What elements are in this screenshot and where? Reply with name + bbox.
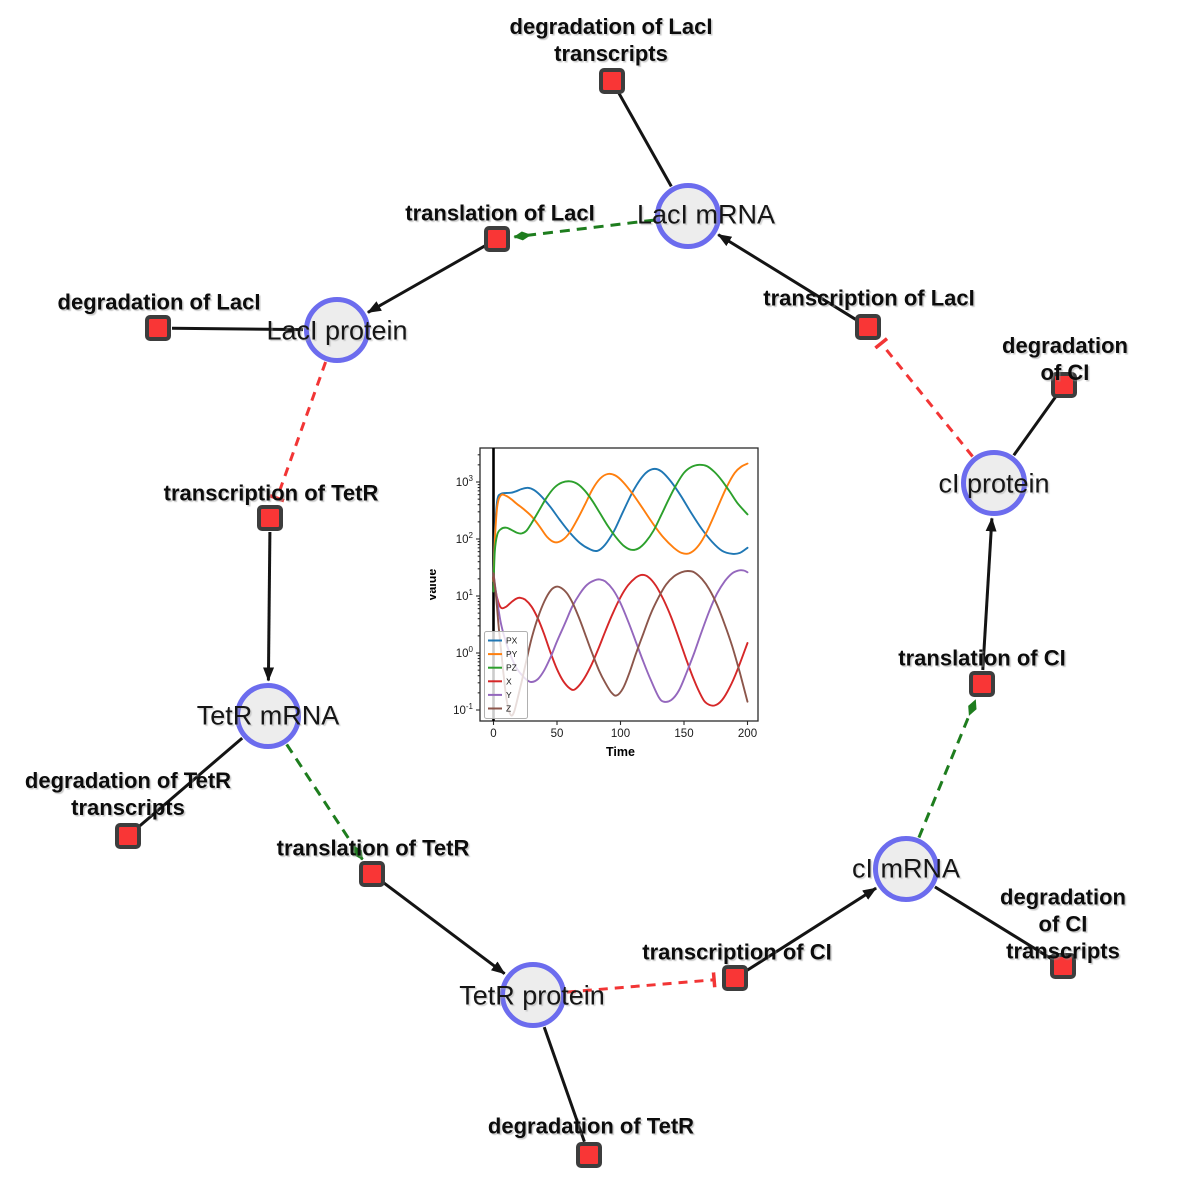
species-label-tetR_mRNA: TetR mRNA [196, 700, 340, 731]
reaction-label-deg_tetR: degradation of TetR [487, 1113, 695, 1139]
reaction-node-tln_lacI [484, 226, 510, 252]
edge-consumption-tetR_mRNA-deg_tetR_tx [137, 736, 244, 829]
reaction-node-deg_lacI [145, 315, 171, 341]
legend-label-PX: PX [506, 636, 518, 646]
reaction-node-deg_lacI_tx [599, 68, 625, 94]
reaction-node-tln_tetR [359, 861, 385, 887]
species-node-lacI_mRNA [655, 183, 721, 249]
edge-production-tln_lacI-lacI_protein [367, 244, 486, 314]
legend-label-Z: Z [506, 704, 511, 714]
series-line-PX [492, 467, 749, 578]
x-axis-title: Time [606, 745, 635, 759]
edge-production-tln_cI-cI_protein [981, 517, 997, 671]
x-tick-label: 0 [490, 728, 496, 740]
reaction-label-deg_cI_tx: degradation of CI transcripts [1000, 884, 1126, 964]
reaction-node-txn_tetR [257, 505, 283, 531]
species-node-cI_protein [961, 450, 1027, 516]
edge-modifier-tetR_mRNA-tln_tetR [285, 743, 364, 861]
reaction-node-txn_lacI [855, 314, 881, 340]
species-node-lacI_protein [304, 297, 370, 363]
y-tick-label: 100 [456, 645, 474, 660]
reaction-label-deg_cI: degradation of CI [1002, 333, 1128, 385]
reaction-node-deg_cI [1051, 372, 1077, 398]
y-tick-label: 102 [456, 531, 474, 546]
species-label-cI_protein: cI protein [938, 468, 1050, 499]
reaction-label-deg_lacI: degradation of LacI [57, 289, 261, 315]
edge-production-txn_lacI-lacI_mRNA [717, 233, 857, 321]
y-tick-label: 101 [456, 588, 474, 603]
edge-consumption-cI_mRNA-deg_cI_tx [934, 885, 1052, 960]
reaction-label-txn_cI: transcription of CI [642, 939, 832, 965]
y-axis-title: Value [430, 569, 439, 602]
reaction-label-tln_lacI: translation of LacI [405, 200, 595, 226]
species-node-tetR_protein [500, 962, 566, 1028]
edge-modifier-lacI_mRNA-tln_lacI [513, 218, 655, 241]
species-label-cI_mRNA: cI mRNA [852, 853, 960, 884]
species-node-tetR_mRNA [235, 683, 301, 749]
x-tick-label: 50 [551, 728, 564, 740]
legend-label-PZ: PZ [506, 663, 517, 673]
reaction-label-deg_tetR_tx: degradation of TetR transcripts [24, 768, 232, 820]
edge-modifier-cI_mRNA-tln_cI [917, 699, 977, 839]
reaction-node-deg_tetR [576, 1142, 602, 1168]
edge-consumption-lacI_mRNA-deg_lacI_tx [617, 92, 673, 188]
chart-axes-box [479, 447, 759, 722]
reaction-label-txn_lacI: transcription of LacI [763, 285, 975, 311]
species-label-lacI_mRNA: LacI mRNA [636, 199, 776, 230]
y-tick-label: 10-1 [453, 702, 473, 717]
series-line-PZ [492, 463, 749, 593]
legend-label-X: X [506, 676, 512, 686]
series-line-Z [492, 570, 749, 717]
simulation-inset-chart: 0 50 100 150 200 103 102 101 100 10-1 Time Value PX P… [430, 425, 775, 770]
edge-consumption-lacI_protein-deg_lacI [171, 326, 304, 332]
reaction-label-txn_tetR: transcription of TetR [163, 480, 379, 506]
reaction-label-deg_lacI_tx: degradation of LacI transcripts [509, 14, 713, 66]
series-line-X [492, 573, 749, 707]
species-node-cI_mRNA [873, 836, 939, 902]
x-tick-label: 200 [738, 728, 757, 740]
legend-label-Y: Y [506, 690, 512, 700]
edge-production-tln_tetR-tetR_protein [382, 881, 506, 975]
reaction-node-deg_cI_tx [1050, 953, 1076, 979]
x-tick-label: 150 [674, 728, 693, 740]
y-tick-label: 103 [456, 474, 474, 489]
edge-consumption-cI_protein-deg_cI [1012, 395, 1058, 457]
edge-production-txn_tetR-tetR_mRNA [263, 531, 275, 682]
edge-inhibition-lacI_protein-txn_tetR [269, 361, 328, 503]
edge-inhibition-tetR_protein-txn_cI [566, 972, 717, 994]
x-tick-label: 100 [611, 728, 630, 740]
edge-consumption-tetR_protein-deg_tetR [542, 1026, 586, 1143]
series-line-PY [492, 462, 749, 583]
reaction-label-tln_cI: translation of CI [898, 645, 1066, 671]
reaction-node-tln_cI [969, 671, 995, 697]
edge-production-txn_cI-cI_mRNA [745, 886, 877, 972]
species-label-lacI_protein: LacI protein [266, 315, 408, 346]
species-label-tetR_protein: TetR protein [459, 980, 605, 1011]
legend-label-PY: PY [506, 649, 518, 659]
reaction-label-tln_tetR: translation of TetR [276, 835, 470, 861]
edge-inhibition-cI_protein-txn_lacI [874, 337, 974, 458]
reaction-node-txn_cI [722, 965, 748, 991]
reaction-node-deg_tetR_tx [115, 823, 141, 849]
